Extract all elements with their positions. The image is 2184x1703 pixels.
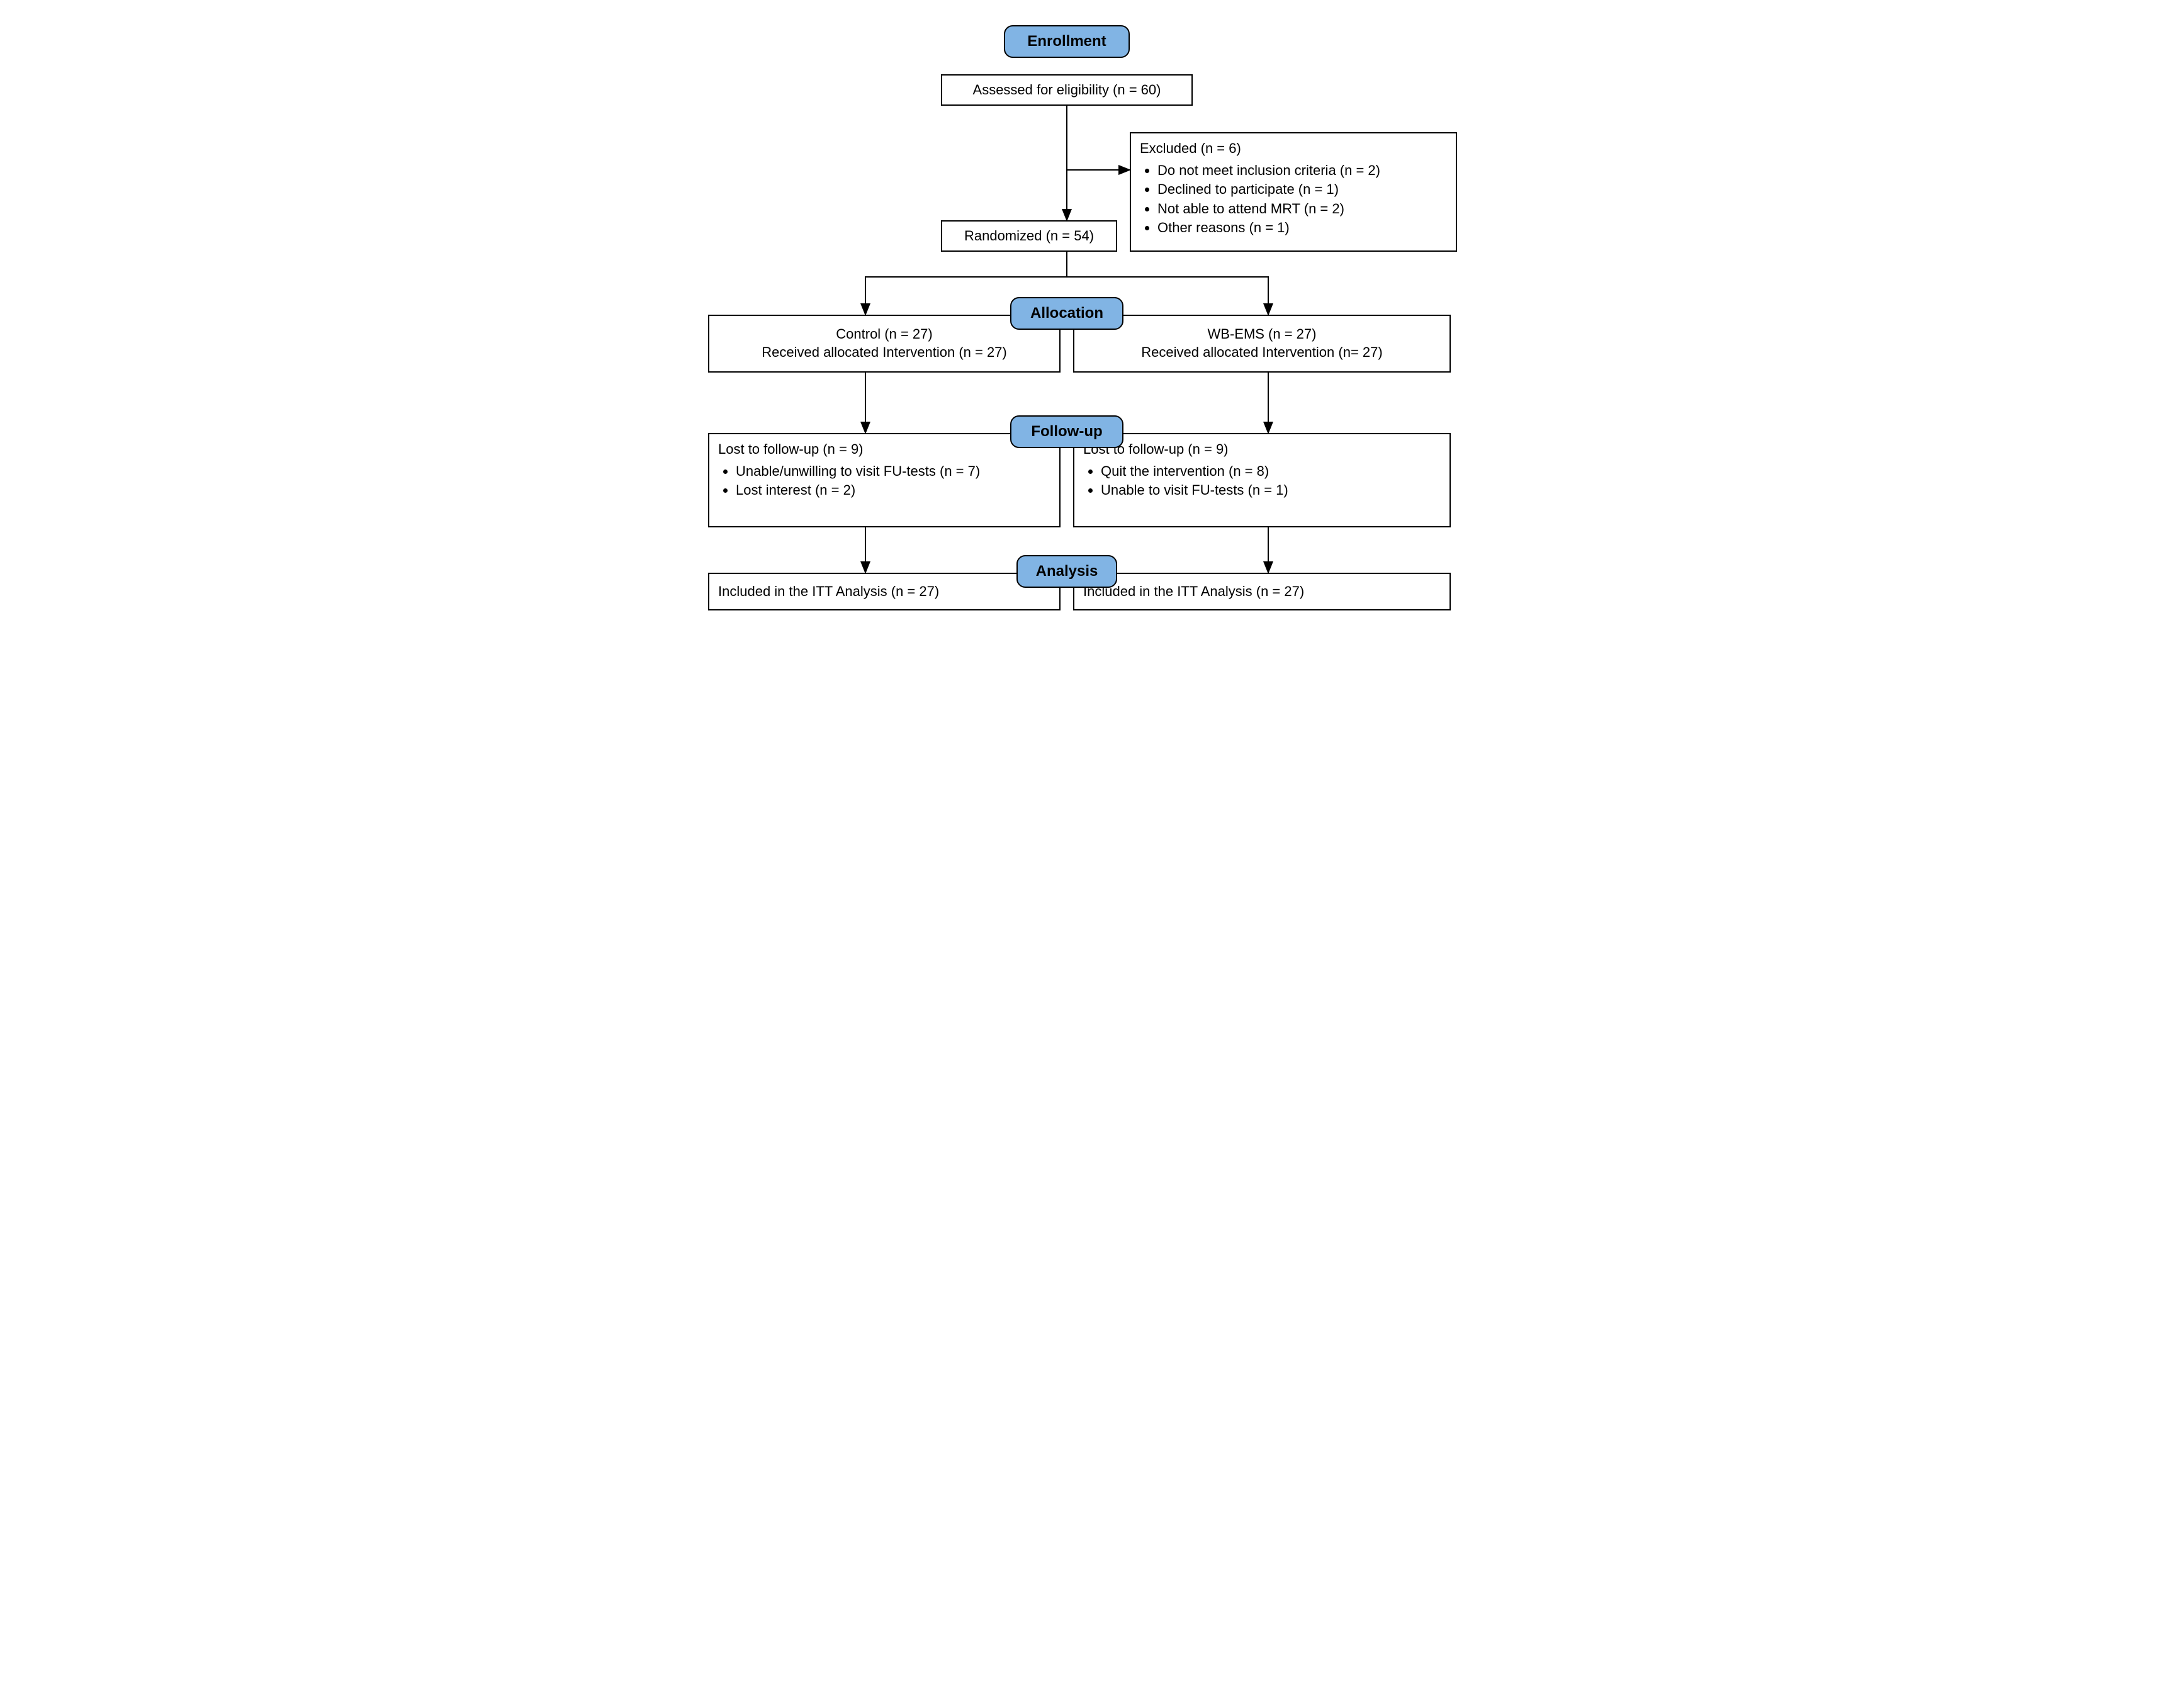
excluded-title: Excluded (n = 6) <box>1140 140 1447 158</box>
box-followup-wbems: Lost to follow-up (n = 9) Quit the inter… <box>1073 433 1451 527</box>
box-analysis-wbems: Included in the ITT Analysis (n = 27) <box>1073 573 1451 610</box>
excluded-item: Do not meet inclusion criteria (n = 2) <box>1157 162 1447 180</box>
fu-control-item: Lost interest (n = 2) <box>736 481 1050 500</box>
fu-wbems-list: Quit the intervention (n = 8) Unable to … <box>1083 463 1441 500</box>
phase-allocation: Allocation <box>1010 297 1123 330</box>
fu-wbems-item: Unable to visit FU-tests (n = 1) <box>1101 481 1441 500</box>
flowchart-canvas: Enrollment Allocation Follow-up Analysis… <box>689 25 1495 655</box>
fu-control-item: Unable/unwilling to visit FU-tests (n = … <box>736 463 1050 481</box>
alloc-control-line2: Received allocated Intervention (n = 27) <box>718 344 1050 362</box>
phase-analysis-label: Analysis <box>1036 563 1098 580</box>
alloc-wbems-line1: WB-EMS (n = 27) <box>1083 325 1441 344</box>
alloc-wbems-line2: Received allocated Intervention (n= 27) <box>1083 344 1441 362</box>
box-allocation-control: Control (n = 27) Received allocated Inte… <box>708 315 1061 373</box>
box-randomized: Randomized (n = 54) <box>941 220 1117 252</box>
excluded-list: Do not meet inclusion criteria (n = 2) D… <box>1140 162 1447 237</box>
randomized-text: Randomized (n = 54) <box>964 227 1094 245</box>
analysis-wbems-text: Included in the ITT Analysis (n = 27) <box>1083 583 1304 601</box>
box-allocation-wbems: WB-EMS (n = 27) Received allocated Inter… <box>1073 315 1451 373</box>
excluded-item: Other reasons (n = 1) <box>1157 219 1447 237</box>
fu-control-title: Lost to follow-up (n = 9) <box>718 441 1050 459</box>
box-analysis-control: Included in the ITT Analysis (n = 27) <box>708 573 1061 610</box>
alloc-control-line1: Control (n = 27) <box>718 325 1050 344</box>
phase-followup: Follow-up <box>1010 415 1123 448</box>
box-assessed: Assessed for eligibility (n = 60) <box>941 74 1193 106</box>
phase-allocation-label: Allocation <box>1030 305 1103 322</box>
box-excluded: Excluded (n = 6) Do not meet inclusion c… <box>1130 132 1457 252</box>
assessed-text: Assessed for eligibility (n = 60) <box>973 81 1161 99</box>
fu-control-list: Unable/unwilling to visit FU-tests (n = … <box>718 463 1050 500</box>
box-followup-control: Lost to follow-up (n = 9) Unable/unwilli… <box>708 433 1061 527</box>
phase-followup-label: Follow-up <box>1031 423 1102 440</box>
phase-analysis: Analysis <box>1016 555 1117 588</box>
analysis-control-text: Included in the ITT Analysis (n = 27) <box>718 583 939 601</box>
phase-enrollment: Enrollment <box>1004 25 1130 58</box>
fu-wbems-title: Lost to follow-up (n = 9) <box>1083 441 1441 459</box>
fu-wbems-item: Quit the intervention (n = 8) <box>1101 463 1441 481</box>
excluded-item: Not able to attend MRT (n = 2) <box>1157 200 1447 218</box>
phase-enrollment-label: Enrollment <box>1027 33 1106 50</box>
excluded-item: Declined to participate (n = 1) <box>1157 181 1447 199</box>
